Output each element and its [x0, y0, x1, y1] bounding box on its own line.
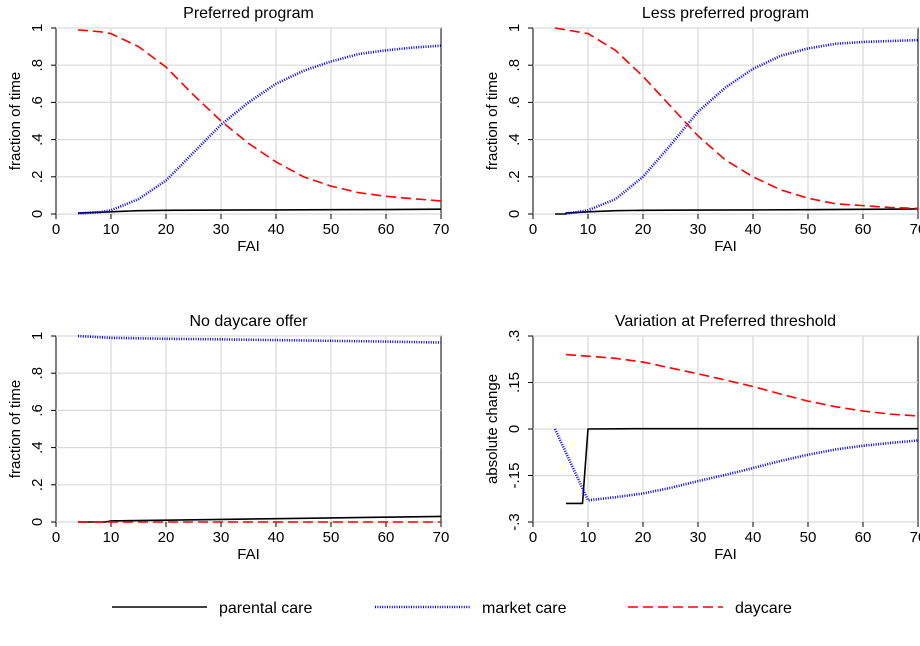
y-axis-label: fraction of time — [484, 72, 501, 170]
legend-label: parental care — [219, 600, 312, 617]
y-tick-label: 1 — [506, 24, 523, 32]
chart-panel-3: 0 10 20 30 40 50 60 70 0 .2 .4 .6 .8 1 No daycare offe… — [7, 313, 449, 563]
legend-item-market-care: market care — [375, 600, 567, 617]
y-tick-label: .15 — [506, 372, 523, 393]
x-tick-label: 50 — [323, 221, 340, 238]
chart-title: Less preferred program — [642, 5, 809, 22]
chart-title: Preferred program — [183, 5, 314, 22]
series-line-parental-care — [77, 208, 442, 214]
series-line-market-care — [553, 428, 919, 502]
x-axis-label: FAI — [237, 238, 260, 255]
x-axis-label: FAI — [714, 546, 737, 563]
x-tick-label: 40 — [268, 221, 285, 238]
y-tick-label: 1 — [29, 332, 46, 340]
x-tick-label: 30 — [690, 529, 707, 546]
x-tick-label: 70 — [910, 529, 920, 546]
x-axis-label: FAI — [714, 238, 737, 255]
x-tick-label: 20 — [158, 529, 175, 546]
x-tick-label: 40 — [745, 221, 762, 238]
x-tick-label: 70 — [433, 529, 450, 546]
chart-panel-4: 0 10 20 30 40 50 60 70 -.3 -.15 0 .15 .3 Variation at… — [484, 313, 920, 563]
x-tick-label: 70 — [433, 221, 450, 238]
y-tick-label: -.3 — [506, 513, 523, 531]
legend-label: daycare — [735, 600, 792, 617]
x-tick-label: 70 — [910, 221, 920, 238]
y-tick-label: .6 — [29, 96, 46, 109]
legend-item-parental-care: parental care — [112, 600, 312, 617]
x-tick-label: 40 — [268, 529, 285, 546]
legend-item-daycare: daycare — [628, 600, 792, 617]
y-tick-label: .2 — [29, 479, 46, 492]
x-tick-label: 30 — [690, 221, 707, 238]
x-tick-label: 10 — [103, 529, 120, 546]
x-tick-label: 20 — [635, 221, 652, 238]
x-tick-label: 10 — [103, 221, 120, 238]
x-tick-label: 20 — [635, 529, 652, 546]
x-axis-label: FAI — [237, 546, 260, 563]
series-line-market-care — [77, 334, 442, 344]
y-tick-label: .6 — [29, 404, 46, 417]
y-tick-label: 0 — [29, 210, 46, 218]
x-tick-label: 50 — [800, 221, 817, 238]
y-axis-label: absolute change — [484, 374, 501, 484]
x-tick-label: 60 — [855, 529, 872, 546]
plot-area — [55, 27, 442, 215]
y-tick-label: .3 — [506, 330, 523, 343]
y-tick-label: -.15 — [506, 463, 523, 489]
y-tick-label: .8 — [29, 367, 46, 380]
y-tick-label: .4 — [506, 133, 523, 146]
y-axis-label: fraction of time — [7, 380, 24, 478]
series-line-parental-care — [78, 515, 442, 523]
y-tick-label: .2 — [506, 171, 523, 184]
y-tick-label: .4 — [29, 441, 46, 454]
x-tick-label: 50 — [800, 529, 817, 546]
y-tick-label: .8 — [506, 59, 523, 72]
chart-title: Variation at Preferred threshold — [615, 313, 836, 330]
x-tick-label: 0 — [52, 221, 60, 238]
x-tick-label: 30 — [213, 221, 230, 238]
y-tick-label: .4 — [29, 133, 46, 146]
x-tick-label: 50 — [323, 529, 340, 546]
x-tick-label: 20 — [158, 221, 175, 238]
x-tick-label: 60 — [855, 221, 872, 238]
legend: parental care market care daycare — [112, 600, 792, 617]
x-tick-label: 30 — [213, 529, 230, 546]
series-line-parental-care — [566, 427, 918, 505]
series-line-daycare — [565, 353, 919, 417]
chart-title: No daycare offer — [190, 313, 309, 330]
x-tick-label: 60 — [378, 221, 395, 238]
series-line-market-care — [565, 38, 919, 215]
chart-panel-1: 0 10 20 30 40 50 60 70 0 .2 .4 .6 .8 1 Preferred progr… — [7, 5, 449, 255]
y-tick-label: .8 — [29, 59, 46, 72]
y-tick-label: .6 — [506, 96, 523, 109]
x-tick-label: 10 — [580, 221, 597, 238]
x-tick-label: 0 — [52, 529, 60, 546]
y-axis-label: fraction of time — [7, 72, 24, 170]
series-line-daycare — [77, 29, 442, 202]
y-tick-label: 0 — [29, 518, 46, 526]
x-tick-label: 10 — [580, 529, 597, 546]
y-tick-label: 0 — [506, 210, 523, 218]
chart-panel-2: 0 10 20 30 40 50 60 70 0 .2 .4 .6 .8 1 Less preferred … — [484, 5, 920, 255]
plot-area — [532, 27, 919, 215]
x-tick-label: 0 — [529, 221, 537, 238]
x-tick-label: 0 — [529, 529, 537, 546]
y-tick-label: 1 — [29, 24, 46, 32]
legend-label: market care — [482, 600, 567, 617]
y-tick-label: 0 — [506, 425, 523, 433]
plot-area — [55, 335, 442, 523]
x-tick-label: 60 — [378, 529, 395, 546]
y-tick-label: .2 — [29, 171, 46, 184]
x-tick-label: 40 — [745, 529, 762, 546]
